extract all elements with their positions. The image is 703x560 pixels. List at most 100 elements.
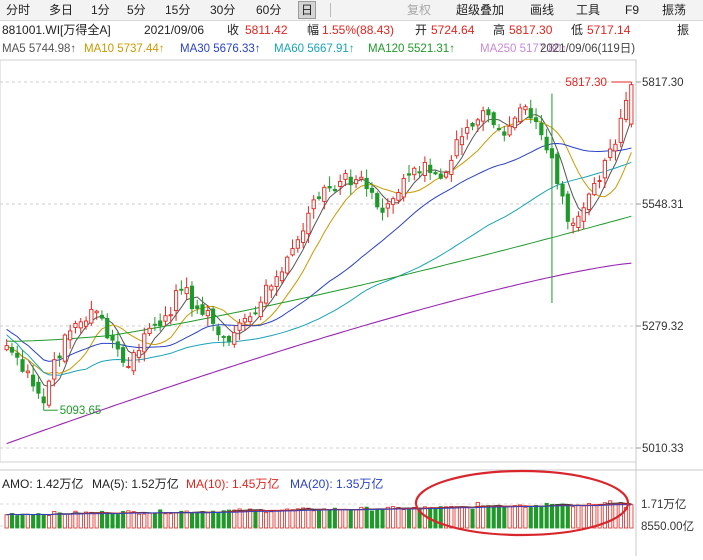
tab-intraday[interactable]: 分时 [6,3,31,17]
candle [618,109,623,148]
volume-bar [152,512,157,529]
candle [412,166,417,181]
adjust-button[interactable]: 复权 [407,3,432,17]
candle-body [560,183,565,197]
super-overlay-button[interactable]: 超级叠加 [456,3,505,17]
candle [518,103,523,125]
candle-body [629,84,634,125]
candle [211,306,216,331]
candle [31,364,36,392]
draw-line-button[interactable]: 画线 [530,3,555,17]
tab-1min[interactable]: 1分 [91,3,110,17]
volume-bar [613,502,618,529]
candle [486,107,491,123]
tab-multi-day[interactable]: 多日 [49,3,74,17]
candle-body [136,350,142,358]
high-annotation: 5817.30 [565,77,607,89]
candle [115,332,120,357]
price-tick-label: 5548.31 [642,199,684,211]
candle [629,82,634,128]
tab-daily[interactable]: 日 [298,1,317,19]
candle [449,155,454,182]
candle-body [263,284,269,304]
candle [443,170,449,180]
candle [242,313,247,331]
candle-body [301,230,306,243]
candle-body [52,359,57,380]
candle [560,180,565,205]
f9-button[interactable]: F9 [625,3,640,17]
ma120-line [6,215,632,342]
candle-body [401,178,406,198]
volume-bar [560,503,565,529]
candle-body [211,308,216,324]
candle-body [623,99,629,120]
tab-15min[interactable]: 15分 [165,3,191,17]
volume-bar [158,509,163,529]
tools-button[interactable]: 工具 [576,3,601,17]
candle-body [316,196,322,199]
candle [83,316,89,330]
candle [263,279,269,308]
price-tick-label: 5010.33 [642,443,684,455]
volume-bar [629,504,634,529]
candle [608,139,613,161]
oscillator-button[interactable]: 振荡 [662,3,687,17]
volume-bar [491,505,496,529]
candle-body [592,182,597,196]
high-value: 5817.30 [509,23,553,37]
candle-body [62,334,67,362]
candle [396,188,401,204]
candle-body [110,334,115,341]
candle-body [232,332,237,345]
volume-bar [449,505,454,529]
candle [152,316,157,331]
candle-body [25,370,30,374]
candle-body [168,314,173,317]
candle-body [269,285,274,291]
candle-body [364,177,369,190]
candle-body [332,188,337,192]
volume-bar [205,512,210,529]
candle [322,184,327,210]
candle [253,306,258,316]
candle [311,195,316,219]
moving-average-lines [6,113,632,445]
candle [316,191,322,201]
candle [454,130,459,159]
candle [36,375,41,399]
volume-tick-label: 1.71万亿 [641,498,686,511]
candle [78,318,83,334]
candle [232,325,237,348]
tab-30min[interactable]: 30分 [210,3,236,17]
volume-bar [264,511,269,529]
candle-body [359,176,364,180]
candle [163,306,168,327]
candle [338,174,343,196]
candle-body [597,180,602,183]
tab-60min[interactable]: 60分 [256,3,282,17]
candle [295,235,300,253]
candle-body [205,310,210,317]
candle-body [438,173,443,179]
ma60-legend: MA60 5667.91↑ [274,43,355,55]
candle-body [322,186,327,202]
volume-bar [343,509,348,529]
candle [385,198,390,218]
quote-date: 2021/09/06 [144,23,205,37]
candle-body [158,320,163,327]
candle-body [242,317,247,323]
candle-body [576,215,581,228]
tab-5min[interactable]: 5分 [127,3,146,17]
volume-bar [438,506,443,529]
volume-bar [258,509,263,529]
candle-body [343,173,348,180]
candle [110,329,115,349]
candle-body [115,341,120,350]
candle-body [221,336,226,338]
low-value: 5717.14 [587,23,631,37]
price-axis: 5817.30 5548.31 5279.32 5010.33 1.71万亿 8550.0… [636,77,694,533]
quote-info-row: 881001.WI[万得全A] 2021/09/06 收 5811.42 幅 1… [0,22,703,39]
candle-body [518,107,523,123]
